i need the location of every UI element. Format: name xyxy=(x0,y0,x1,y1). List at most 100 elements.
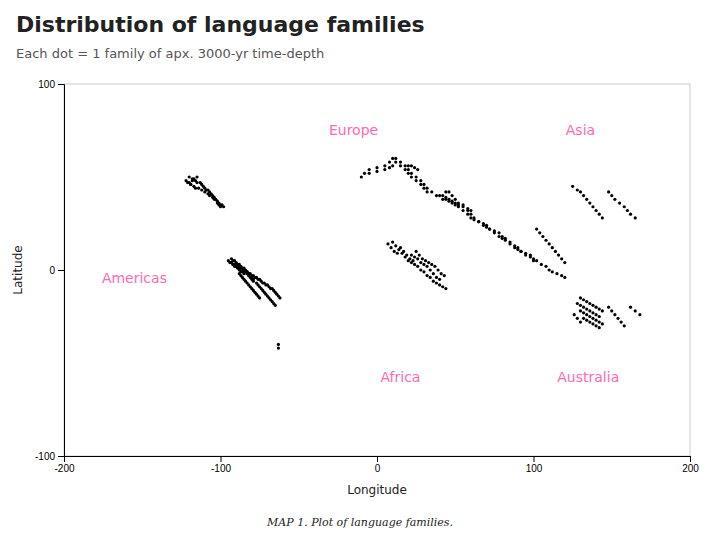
point xyxy=(208,194,211,197)
y-tick-mark xyxy=(58,456,64,457)
point xyxy=(541,235,544,238)
point xyxy=(410,172,413,175)
point xyxy=(579,296,582,299)
point xyxy=(189,183,192,186)
point xyxy=(588,309,591,312)
point xyxy=(200,188,203,191)
point xyxy=(591,322,594,325)
point xyxy=(242,272,245,275)
point xyxy=(440,272,443,275)
point xyxy=(433,265,436,268)
y-tick-label: 0 xyxy=(49,265,55,276)
point xyxy=(497,231,500,234)
point xyxy=(477,220,480,223)
point xyxy=(404,255,407,258)
point xyxy=(591,311,594,314)
point xyxy=(419,179,422,182)
point xyxy=(407,164,410,167)
point xyxy=(535,259,538,262)
point xyxy=(432,280,435,283)
y-axis-line xyxy=(58,85,65,457)
point xyxy=(551,246,554,249)
point xyxy=(504,237,507,240)
point xyxy=(413,255,416,258)
point xyxy=(588,302,591,305)
point xyxy=(579,320,582,323)
point xyxy=(538,231,541,234)
point xyxy=(585,319,588,322)
point xyxy=(563,261,566,264)
point xyxy=(411,259,414,262)
point xyxy=(555,272,558,275)
point xyxy=(429,268,432,271)
point xyxy=(585,313,588,316)
point xyxy=(485,224,488,227)
annotation: Africa xyxy=(381,369,421,385)
annotation: Asia xyxy=(566,122,595,138)
point xyxy=(582,306,585,309)
point xyxy=(195,181,198,184)
point xyxy=(497,235,500,238)
point xyxy=(451,200,454,203)
point xyxy=(394,157,397,160)
point xyxy=(488,227,491,230)
point xyxy=(560,274,563,277)
point xyxy=(461,203,464,206)
chart: Distribution of language familiesEach do… xyxy=(0,0,720,540)
point xyxy=(430,263,433,266)
point xyxy=(579,304,582,307)
point xyxy=(551,270,554,273)
point xyxy=(544,239,547,242)
point xyxy=(618,201,621,204)
x-tick: 0 xyxy=(375,456,381,474)
y-tick-label: 100 xyxy=(38,79,55,90)
point xyxy=(397,248,400,251)
point xyxy=(438,283,441,286)
point xyxy=(469,216,472,219)
point xyxy=(529,254,532,257)
point xyxy=(582,298,585,301)
point xyxy=(544,265,547,268)
point xyxy=(375,166,378,169)
point xyxy=(598,320,601,323)
point xyxy=(368,172,371,175)
point xyxy=(277,347,280,350)
x-tick-label: 100 xyxy=(526,463,543,474)
point xyxy=(601,322,604,325)
point xyxy=(363,172,366,175)
point xyxy=(576,302,579,305)
point xyxy=(438,194,441,197)
point xyxy=(422,270,425,273)
point xyxy=(410,164,413,167)
point xyxy=(601,309,604,312)
point xyxy=(595,209,598,212)
point xyxy=(189,183,192,186)
point xyxy=(540,263,543,266)
point xyxy=(588,320,591,323)
point xyxy=(191,179,194,182)
point xyxy=(404,168,407,171)
point xyxy=(410,175,413,178)
point xyxy=(410,254,413,257)
point xyxy=(425,265,428,268)
point xyxy=(613,198,616,201)
point xyxy=(576,317,579,320)
point xyxy=(548,268,551,271)
point xyxy=(629,213,632,216)
y-axis: -1000100 xyxy=(35,79,65,462)
point xyxy=(391,164,394,167)
point xyxy=(415,179,418,182)
point xyxy=(610,194,613,197)
point xyxy=(415,175,418,178)
point xyxy=(391,241,394,244)
point xyxy=(610,309,613,312)
y-tick-mark xyxy=(58,270,64,271)
point xyxy=(219,205,222,208)
x-tick: -200 xyxy=(54,456,74,474)
point xyxy=(407,172,410,175)
point xyxy=(607,190,610,193)
point xyxy=(394,161,397,164)
plot-area: -200-1000100200-1000100EuropeAsiaAmerica… xyxy=(35,79,699,474)
point xyxy=(430,190,433,193)
point xyxy=(393,250,396,253)
